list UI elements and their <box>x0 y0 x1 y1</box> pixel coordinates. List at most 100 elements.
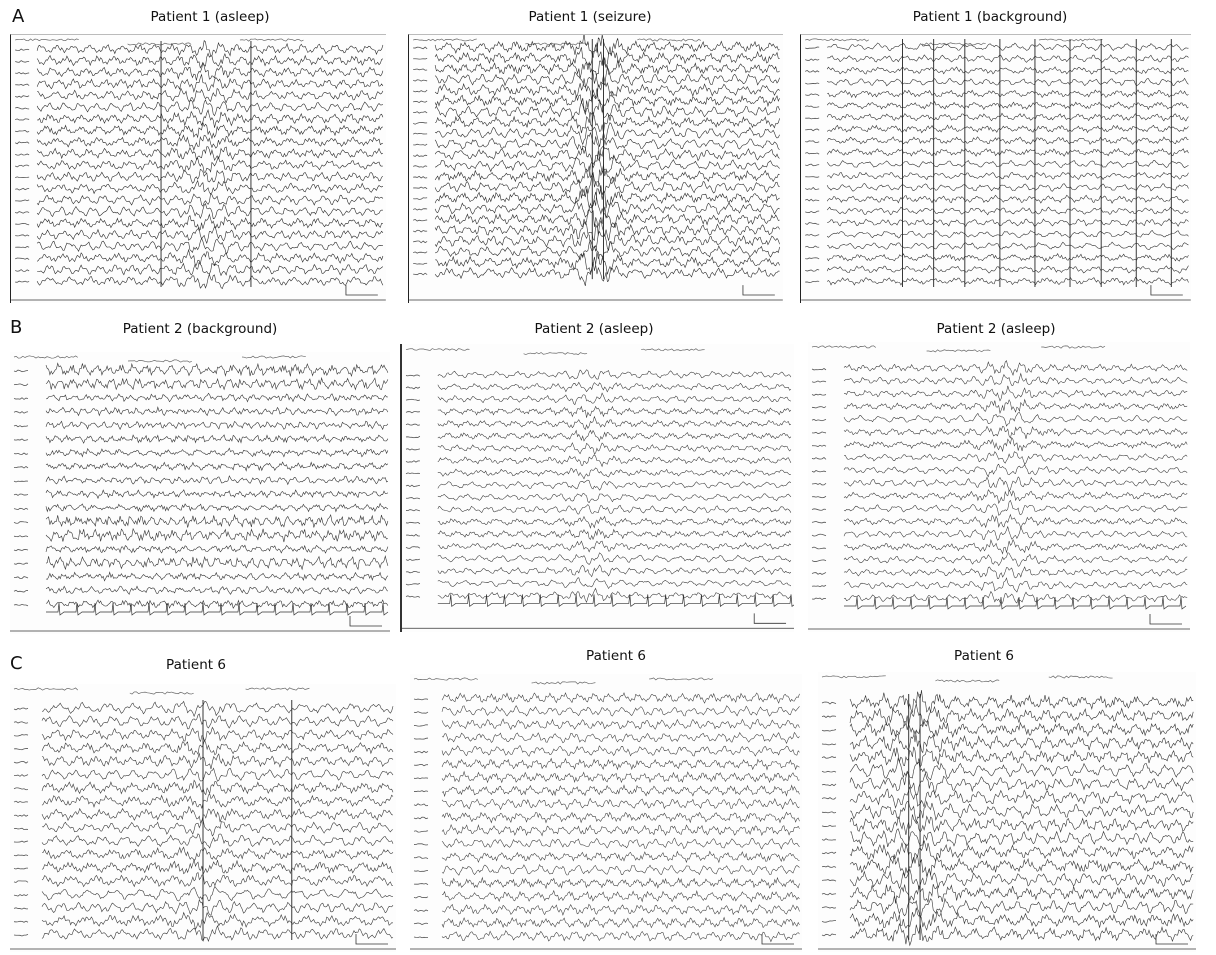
channel-label-glyph <box>413 229 428 233</box>
eeg-channel-trace <box>45 447 389 458</box>
channel-label-glyph <box>413 869 429 872</box>
channel-label-glyph <box>413 68 428 71</box>
eeg-channel-trace <box>826 276 1189 286</box>
eeg-svg-a2 <box>409 35 783 301</box>
channel-label-glyph <box>15 269 30 272</box>
eeg-trace-b3 <box>808 342 1190 632</box>
channel-label-glyph <box>15 71 30 75</box>
channel-label-glyph <box>13 369 29 373</box>
channel-label-glyph <box>811 444 827 447</box>
panel-title-c3: Patient 6 <box>954 648 1014 664</box>
eeg-svg-c3 <box>818 675 1196 950</box>
channel-label-glyph <box>821 906 837 909</box>
panel-header-scribble <box>811 345 1106 353</box>
eeg-channel-trace <box>849 907 1194 931</box>
eeg-channel-trace <box>843 552 1188 567</box>
ecg-trace <box>437 594 794 608</box>
eeg-channel-trace <box>41 713 394 730</box>
channel-label-glyph <box>15 223 30 226</box>
channel-label-glyph <box>13 907 29 910</box>
eeg-channel-trace <box>434 99 780 128</box>
eeg-channel-trace <box>36 225 384 245</box>
scale-bar <box>1149 614 1182 625</box>
channel-label-glyph <box>15 176 30 178</box>
channel-label-glyph <box>13 867 29 870</box>
eeg-trace-c2 <box>410 674 802 952</box>
channel-label-glyph <box>15 153 30 156</box>
panel-header-scribble <box>413 677 714 685</box>
channel-label-glyph <box>805 176 820 178</box>
channel-label-glyph <box>413 132 428 135</box>
channel-label-glyph <box>13 774 29 777</box>
channel-label-glyph <box>811 419 827 422</box>
eeg-channel-trace <box>849 703 1194 727</box>
channel-label-glyph <box>811 470 827 473</box>
channel-label-glyph <box>413 777 429 780</box>
eeg-channel-trace <box>441 930 800 943</box>
channel-label-glyph <box>13 521 29 524</box>
scale-bar <box>761 934 794 945</box>
eeg-channel-trace <box>437 515 792 529</box>
eeg-channel-trace <box>41 819 394 837</box>
eeg-channel-trace <box>849 895 1194 919</box>
eeg-channel-trace <box>442 889 800 903</box>
channel-label-glyph <box>405 398 421 401</box>
channel-label-glyph <box>13 880 29 883</box>
eeg-channel-trace <box>826 264 1189 274</box>
eeg-channel-trace <box>843 463 1188 478</box>
channel-label-glyph <box>13 920 29 923</box>
eeg-channel-trace <box>437 540 792 553</box>
eeg-channel-trace <box>849 771 1194 796</box>
channel-label-glyph <box>413 111 428 114</box>
eeg-channel-trace <box>36 134 384 151</box>
eeg-channel-trace <box>437 467 791 480</box>
eeg-channel-trace <box>45 392 388 403</box>
eeg-channel-trace <box>849 840 1194 864</box>
eeg-channel-trace <box>41 859 394 876</box>
eeg-channel-trace <box>41 846 394 862</box>
channel-label-glyph <box>405 546 421 549</box>
eeg-channel-trace <box>826 206 1189 216</box>
eeg-channel-trace <box>45 433 389 444</box>
panel-header-scribble <box>821 675 1113 683</box>
eeg-channel-trace <box>435 251 780 275</box>
eeg-trace-b1 <box>10 352 390 634</box>
channel-label-glyph <box>413 165 428 168</box>
eeg-channel-trace <box>843 398 1188 414</box>
channel-label-glyph <box>413 272 428 276</box>
channel-label-glyph <box>811 508 827 511</box>
channel-label-glyph <box>13 438 29 441</box>
eeg-channel-trace <box>36 203 383 220</box>
channel-label-glyph <box>811 584 827 588</box>
channel-label-glyph <box>405 497 421 500</box>
eeg-channel-trace <box>45 489 389 500</box>
eeg-channel-trace <box>41 739 394 756</box>
channel-label-glyph <box>13 734 29 737</box>
eeg-channel-trace <box>434 88 780 113</box>
eeg-channel-trace <box>441 784 800 798</box>
channel-label-glyph <box>13 562 29 565</box>
eeg-channel-trace <box>434 55 780 84</box>
eeg-channel-trace <box>843 525 1188 541</box>
channel-label-glyph <box>821 892 837 896</box>
channel-label-glyph <box>405 484 421 488</box>
eeg-channel-trace <box>441 876 800 890</box>
eeg-channel-trace <box>41 779 394 796</box>
eeg-channel-trace <box>843 513 1188 529</box>
channel-label-glyph <box>13 452 29 455</box>
eeg-channel-trace <box>441 811 800 824</box>
eeg-channel-trace <box>434 150 780 179</box>
channel-label-glyph <box>13 480 29 483</box>
eeg-channel-trace <box>434 230 780 252</box>
channel-label-glyph <box>13 827 29 831</box>
eeg-channel-trace <box>434 217 780 241</box>
channel-label-glyph <box>821 797 837 800</box>
channel-label-glyph <box>13 535 29 538</box>
eeg-channel-trace <box>45 513 389 528</box>
channel-label-glyph <box>805 69 820 73</box>
channel-label-glyph <box>811 495 827 499</box>
channel-label-glyph <box>413 208 428 211</box>
channel-label-glyph <box>15 107 30 110</box>
eeg-channel-trace <box>36 179 384 195</box>
eeg-channel-trace <box>434 185 780 209</box>
